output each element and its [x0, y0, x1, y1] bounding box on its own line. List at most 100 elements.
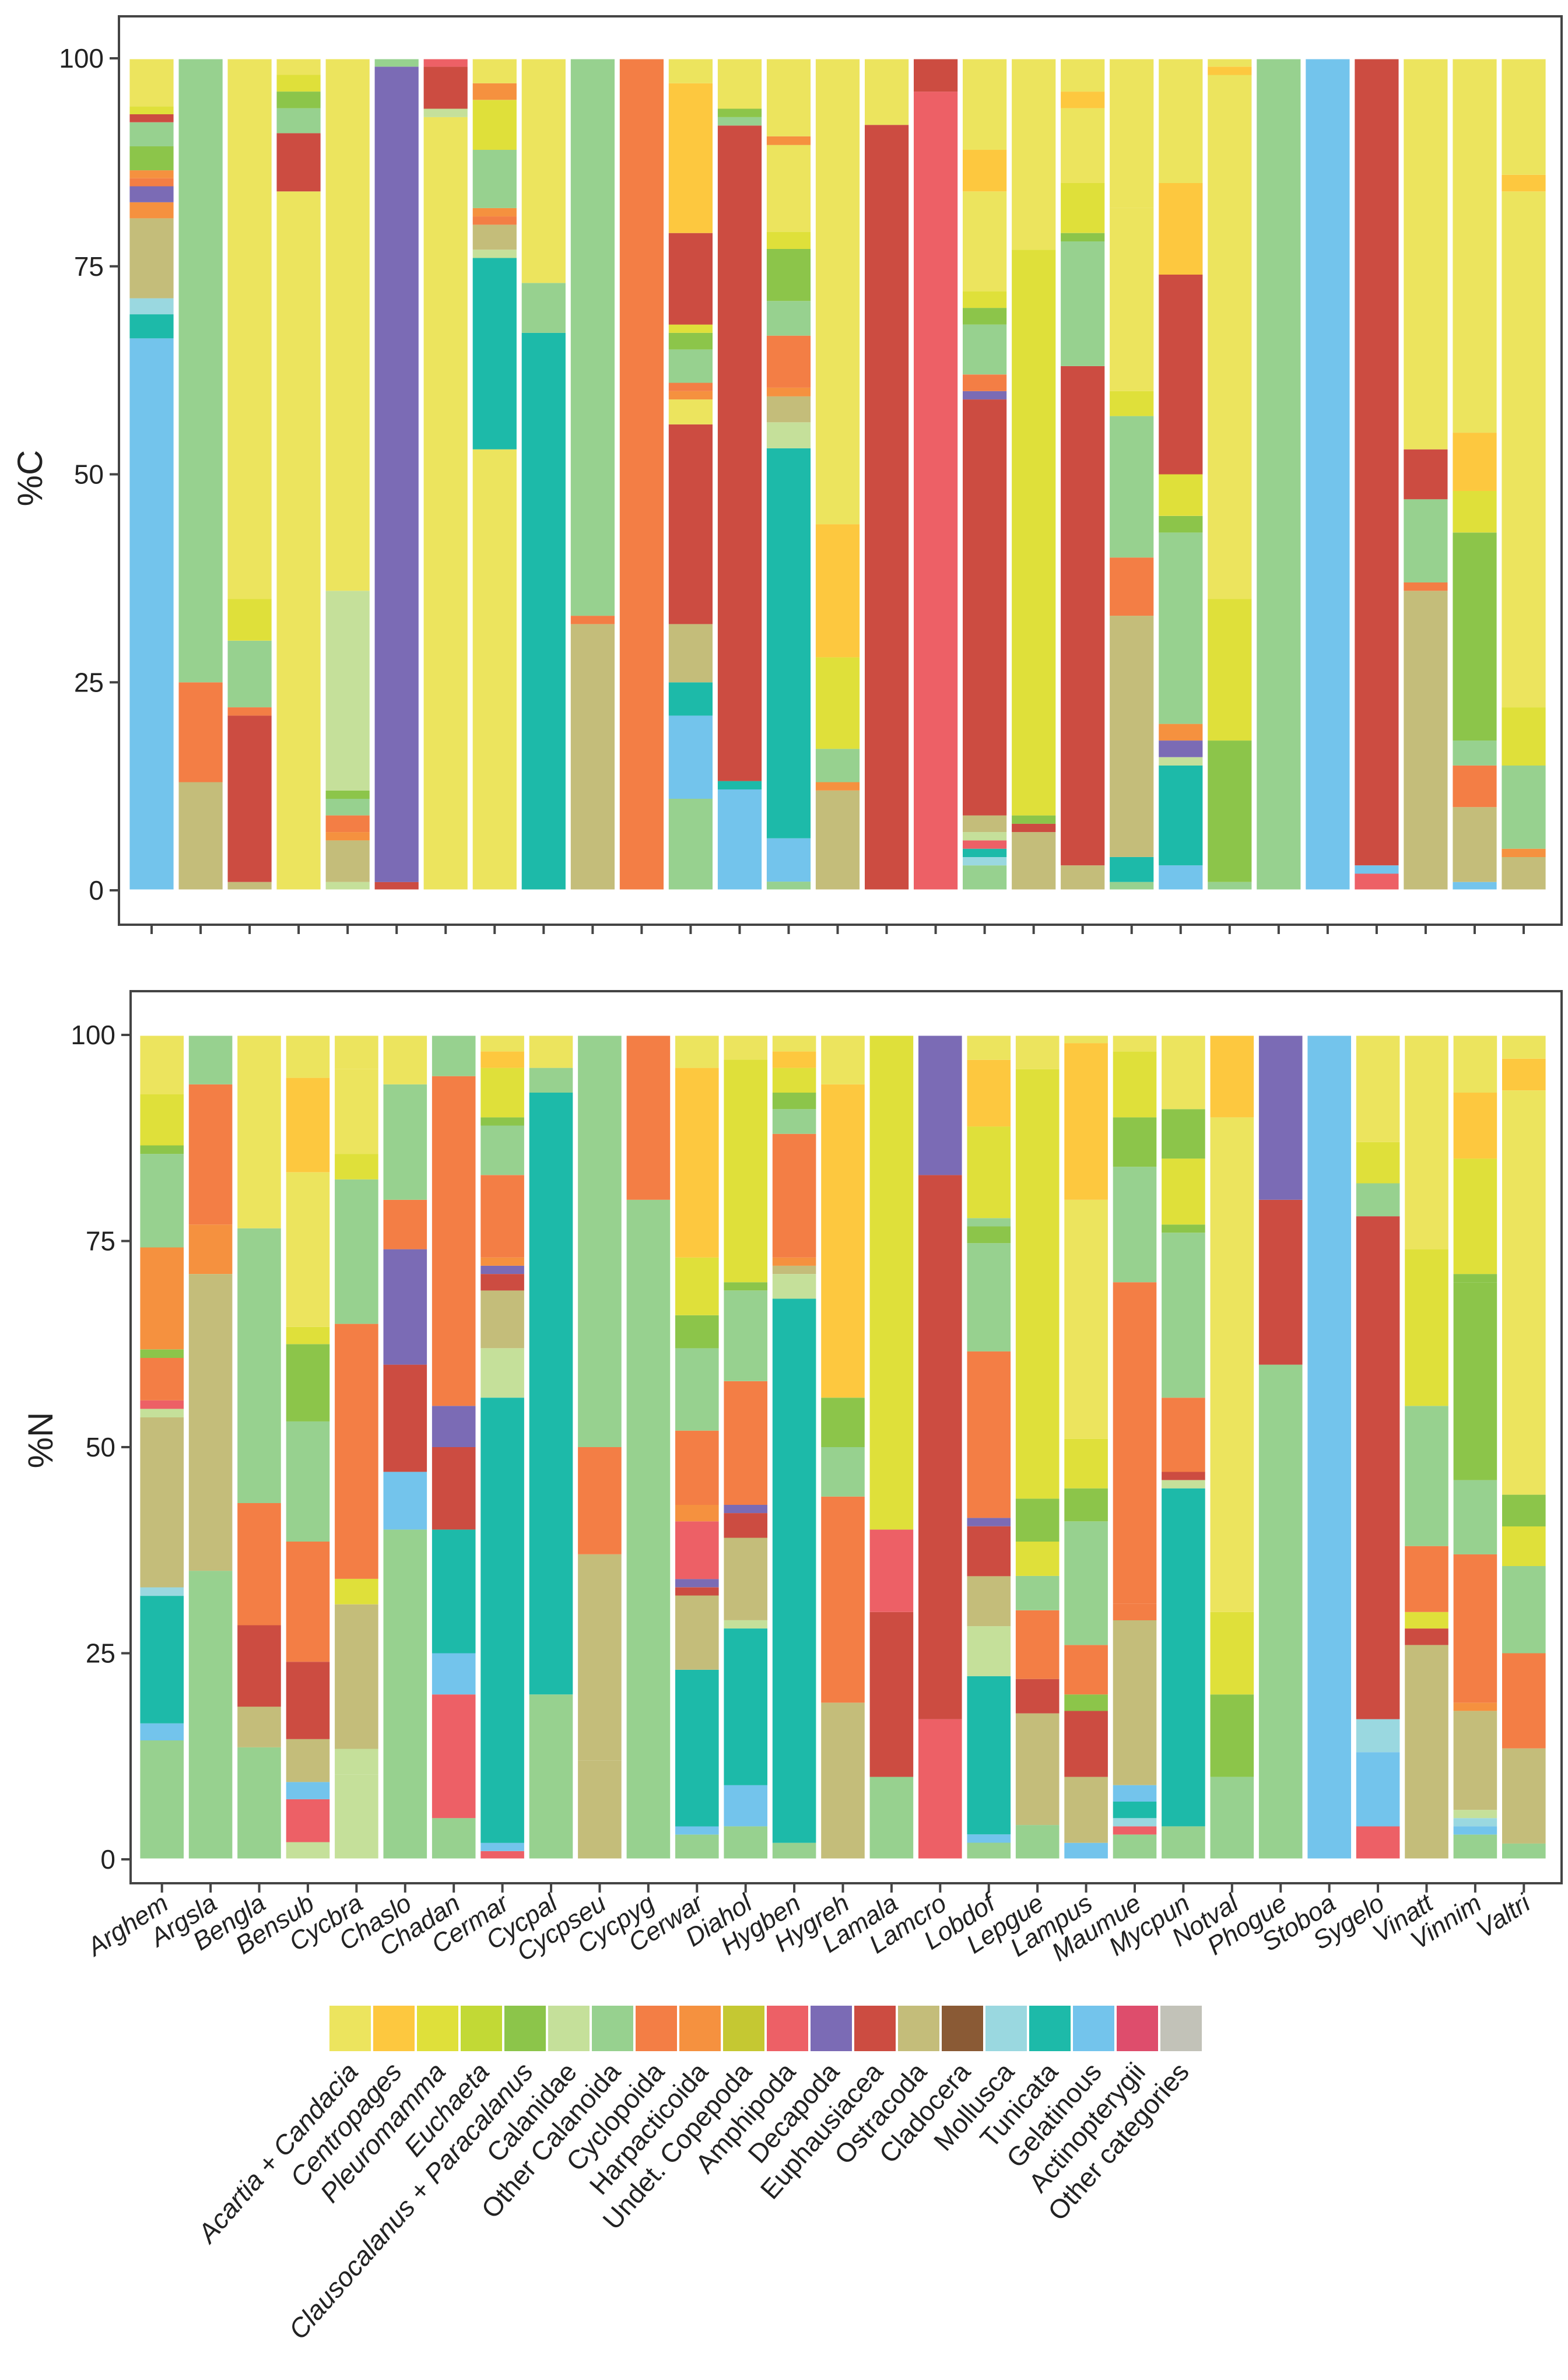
bar-segment [722, 1628, 769, 1785]
bar-segment [325, 840, 371, 882]
bar-segment [325, 882, 371, 890]
bar-segment [139, 1145, 185, 1154]
bar-segment [668, 799, 714, 890]
bar-segment [1501, 1748, 1547, 1844]
bar-segment [178, 58, 224, 683]
bar-segment [472, 449, 518, 890]
bar-segment [139, 1400, 185, 1409]
legend-swatch [723, 2006, 764, 2051]
bar-segment [1112, 1826, 1157, 1835]
bar-segment [1404, 1628, 1450, 1645]
bar-segment [1015, 1575, 1060, 1610]
bar-segment [1112, 1051, 1157, 1118]
bar-outline [576, 1034, 623, 1861]
bar-outline [471, 57, 518, 891]
bar-outline [1013, 1034, 1061, 1861]
bar-segment [1112, 1620, 1157, 1785]
bar-outline [520, 57, 567, 891]
bar-outline [1354, 1034, 1402, 1861]
bar-outline [764, 57, 813, 891]
bar-segment [1206, 599, 1253, 741]
bar-outline [722, 1034, 770, 1861]
bar-segment [227, 882, 273, 890]
bar-segment [1453, 1834, 1498, 1859]
bar-segment [1060, 233, 1106, 241]
bar-segment [334, 1069, 380, 1154]
bar-segment [962, 374, 1008, 391]
bar-segment [1112, 1802, 1157, 1819]
bar-segment [325, 58, 371, 591]
bar-segment [815, 58, 861, 525]
bar-segment [1453, 1093, 1498, 1159]
bar-segment [966, 1035, 1012, 1060]
bar-segment [139, 1587, 185, 1596]
legend-swatch [679, 2006, 721, 2051]
bar-segment [334, 1604, 380, 1749]
bar-segment [1109, 616, 1155, 857]
bar-outline [177, 57, 224, 891]
bar-segment [1011, 58, 1057, 250]
bar-segment [1500, 191, 1547, 707]
bar-segment [1157, 183, 1204, 275]
bar-segment [1451, 433, 1498, 491]
bar-segment [1209, 1612, 1255, 1695]
bar-segment [374, 882, 420, 890]
bar-segment [1011, 815, 1057, 824]
y-tick-label: 75 [86, 1226, 115, 1256]
bar-segment [815, 657, 861, 749]
bar-segment [528, 1068, 574, 1093]
bar-segment [285, 1542, 331, 1662]
bar-segment [771, 1274, 817, 1299]
bar-segment [285, 1035, 331, 1078]
bar-segment [479, 1290, 525, 1349]
bar-segment [1209, 1777, 1255, 1859]
bar-outline [770, 1034, 818, 1861]
bar-segment [1404, 1612, 1450, 1629]
bar-segment [1063, 1694, 1109, 1711]
bar-segment [1112, 1603, 1157, 1620]
bar-segment [577, 1760, 623, 1859]
bar-segment [1157, 766, 1204, 866]
y-tick-label: 100 [59, 43, 104, 73]
bar-segment [1112, 1834, 1157, 1859]
top-chart-y-axis: 0 25 50 75 100 [59, 43, 1525, 934]
bar-segment [1060, 241, 1106, 366]
bar-segment [479, 1348, 525, 1398]
bar-segment [1451, 807, 1498, 882]
bar-segment [962, 832, 1008, 841]
bar-segment [962, 191, 1008, 292]
y-tick-label: 25 [86, 1638, 115, 1669]
bar-segment [668, 391, 714, 400]
bar-segment [188, 1035, 233, 1084]
bar-segment [1501, 1090, 1547, 1495]
bar-segment [431, 1653, 476, 1695]
bar-outline [1160, 1034, 1207, 1861]
bar-segment [766, 838, 812, 882]
bar-segment [334, 1774, 380, 1859]
bar-segment [1402, 591, 1448, 890]
bar-segment [1109, 58, 1155, 208]
bar-segment [869, 1777, 914, 1859]
bar-segment [820, 1447, 866, 1497]
bar-segment [528, 1093, 574, 1695]
bar-segment [276, 75, 322, 92]
bar-segment [431, 1818, 476, 1859]
legend-swatch [1029, 2006, 1071, 2051]
bar-segment [1112, 1117, 1157, 1167]
bar-segment [128, 298, 175, 314]
legend-swatch [1073, 2006, 1114, 2051]
bar-segment [285, 1077, 331, 1173]
bar-outline [422, 57, 469, 891]
bar-segment [128, 338, 175, 890]
bar-segment [1160, 1480, 1206, 1489]
bar-segment [1355, 1183, 1401, 1217]
bar-segment [674, 1035, 720, 1068]
bar-segment [1306, 1035, 1352, 1859]
bar-segment [815, 790, 861, 890]
bar-segment [619, 58, 665, 890]
bar-segment [285, 1782, 331, 1799]
bar-outline [1403, 1034, 1450, 1861]
bar-segment [1011, 832, 1057, 890]
bar-segment [766, 301, 812, 336]
bar-segment [668, 624, 714, 683]
